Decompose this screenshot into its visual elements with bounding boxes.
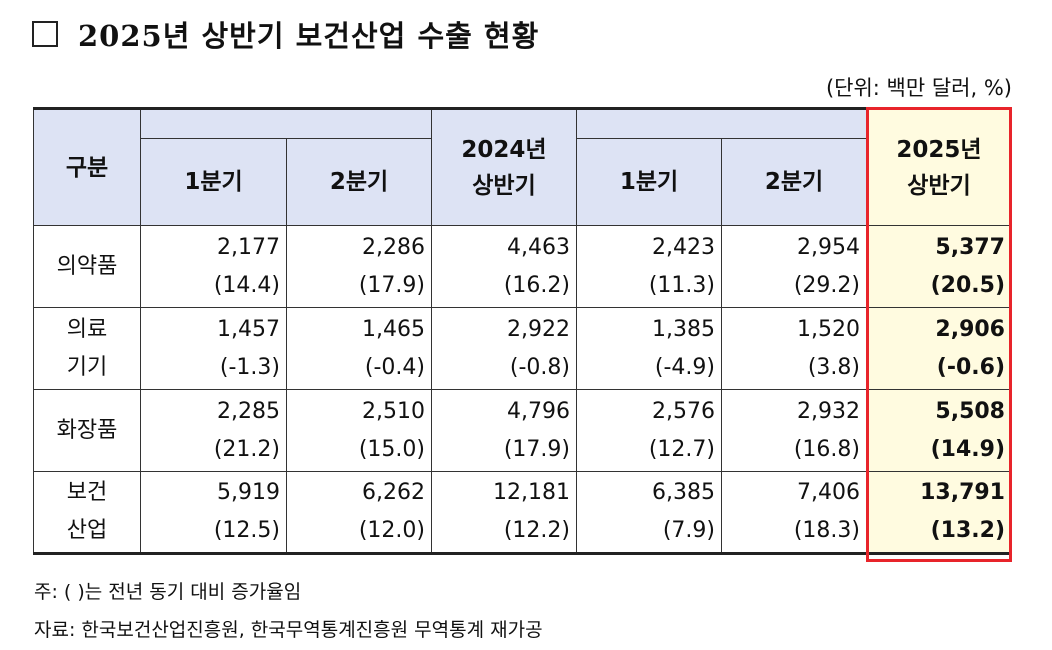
- table-cell: 7,406 (18.3): [721, 471, 867, 555]
- header-2024-q2: 2분기: [286, 138, 432, 226]
- header-group-2024: [140, 107, 432, 139]
- unit-label: (단위: 백만 달러, %): [825, 76, 1012, 100]
- table-cell: 2,177 (14.4): [140, 225, 287, 308]
- table-row: 보건 산업 5,919 (12.5) 6,262 (12.0) 12,181 (12.2…: [33, 471, 1012, 555]
- source-note: 자료: 한국보건산업진흥원, 한국무역통계진흥원 무역통계 재가공: [34, 619, 543, 641]
- page-title: 2025년 상반기 보건산업 수출 현황: [32, 12, 539, 56]
- table-cell-highlight: 5,508 (14.9): [866, 389, 1012, 472]
- header-2025-q2: 2분기: [721, 138, 867, 226]
- export-table: 구분 2024년 상반기 2025년 상반기 1분기 2분기 1분기 2분기 의…: [33, 107, 1012, 555]
- row-label: 보건 산업: [33, 471, 141, 555]
- table-cell: 1,457 (-1.3): [140, 307, 287, 390]
- header-2025-h1: 2025년 상반기: [866, 107, 1012, 226]
- table-cell: 12,181 (12.2): [431, 471, 577, 555]
- table-cell: 4,463 (16.2): [431, 225, 577, 308]
- footnote: 주: ( )는 전년 동기 대비 증가율임: [34, 581, 302, 603]
- table-cell: 2,932 (16.8): [721, 389, 867, 472]
- checkbox-icon: [32, 21, 58, 47]
- table-cell: 1,385 (-4.9): [576, 307, 722, 390]
- table-cell: 2,954 (29.2): [721, 225, 867, 308]
- header-group-2025: [576, 107, 867, 139]
- header-2024-h1: 2024년 상반기: [431, 107, 577, 226]
- header-2025-q1: 1분기: [576, 138, 722, 226]
- table-cell: 1,520 (3.8): [721, 307, 867, 390]
- table-cell: 4,796 (17.9): [431, 389, 577, 472]
- table-cell: 6,262 (12.0): [286, 471, 432, 555]
- row-label: 의약품: [33, 225, 141, 308]
- table-cell: 2,922 (-0.8): [431, 307, 577, 390]
- table-cell: 2,423 (11.3): [576, 225, 722, 308]
- row-label: 화장품: [33, 389, 141, 472]
- title-text: 2025년 상반기 보건산업 수출 현황: [78, 19, 540, 53]
- table-row: 화장품 2,285 (21.2) 2,510 (15.0) 4,796 (17.9) …: [33, 389, 1012, 472]
- table-cell: 5,919 (12.5): [140, 471, 287, 555]
- table-row: 의약품 2,177 (14.4) 2,286 (17.9) 4,463 (16.2) …: [33, 225, 1012, 308]
- table-row: 의료 기기 1,457 (-1.3) 1,465 (-0.4) 2,922 (-0.8)…: [33, 307, 1012, 390]
- row-label: 의료 기기: [33, 307, 141, 390]
- header-category: 구분: [33, 107, 141, 226]
- table-cell: 1,465 (-0.4): [286, 307, 432, 390]
- table-cell-highlight: 13,791 (13.2): [866, 471, 1012, 555]
- table-cell: 6,385 (7.9): [576, 471, 722, 555]
- table-cell: 2,510 (15.0): [286, 389, 432, 472]
- table-cell: 2,285 (21.2): [140, 389, 287, 472]
- table-cell: 2,576 (12.7): [576, 389, 722, 472]
- table-cell-highlight: 5,377 (20.5): [866, 225, 1012, 308]
- header-2024-q1: 1분기: [140, 138, 287, 226]
- table-cell: 2,286 (17.9): [286, 225, 432, 308]
- table-cell-highlight: 2,906 (-0.6): [866, 307, 1012, 390]
